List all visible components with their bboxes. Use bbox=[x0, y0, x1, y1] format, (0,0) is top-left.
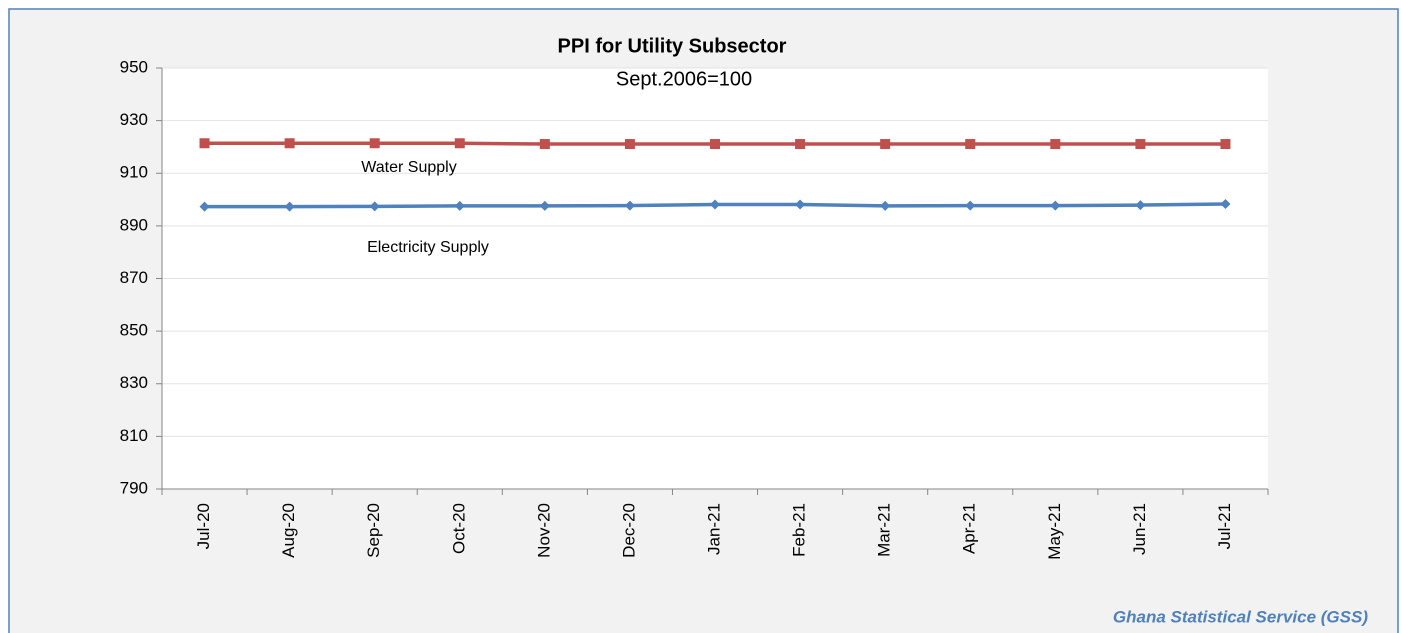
x-tick-label: May-21 bbox=[1045, 503, 1064, 560]
x-tick-label: Jan-21 bbox=[704, 503, 723, 555]
marker bbox=[369, 201, 380, 212]
chart-title: PPI for Utility Subsector bbox=[558, 35, 787, 57]
marker bbox=[1050, 139, 1061, 150]
marker bbox=[965, 200, 976, 211]
x-tick-label: Nov-20 bbox=[534, 503, 553, 558]
marker bbox=[539, 139, 550, 150]
y-tick-label: 850 bbox=[120, 321, 148, 340]
y-tick-label: 910 bbox=[120, 163, 148, 182]
marker bbox=[539, 200, 550, 211]
marker bbox=[199, 138, 210, 149]
y-tick-label: 870 bbox=[120, 268, 148, 287]
marker bbox=[1135, 139, 1146, 150]
marker bbox=[454, 138, 465, 149]
y-tick-label: 950 bbox=[120, 57, 148, 76]
marker bbox=[795, 139, 806, 150]
marker bbox=[965, 139, 976, 150]
y-tick-label: 830 bbox=[120, 373, 148, 392]
marker bbox=[795, 199, 806, 210]
x-tick-label: Jun-21 bbox=[1130, 503, 1149, 555]
marker bbox=[369, 138, 380, 149]
marker bbox=[1220, 199, 1231, 210]
x-tick-label: Aug-20 bbox=[279, 503, 298, 558]
marker bbox=[1135, 200, 1146, 211]
source: Ghana Statistical Service (GSS) bbox=[1113, 607, 1368, 626]
marker bbox=[880, 200, 891, 211]
x-tick-label: Mar-21 bbox=[875, 503, 894, 557]
y-tick-label: 890 bbox=[120, 215, 148, 234]
y-tick-label: 790 bbox=[120, 478, 148, 497]
marker bbox=[1050, 200, 1061, 211]
marker bbox=[454, 200, 465, 211]
marker bbox=[199, 201, 210, 212]
marker bbox=[710, 139, 720, 150]
y-tick-label: 930 bbox=[120, 110, 148, 129]
annotation: Electricity Supply bbox=[367, 239, 489, 256]
marker bbox=[284, 201, 295, 212]
marker bbox=[880, 139, 891, 150]
marker bbox=[1220, 139, 1231, 150]
marker bbox=[624, 139, 635, 150]
marker bbox=[710, 199, 720, 210]
x-tick-label: Feb-21 bbox=[790, 503, 809, 557]
x-tick-label: Oct-20 bbox=[449, 503, 468, 554]
x-tick-label: Jul-21 bbox=[1215, 503, 1234, 549]
x-tick-label: Jul-20 bbox=[194, 503, 213, 549]
annotation: Water Supply bbox=[361, 159, 456, 176]
x-tick-label: Apr-21 bbox=[960, 503, 979, 554]
marker bbox=[624, 200, 635, 211]
y-tick-label: 810 bbox=[120, 426, 148, 445]
chart-subtitle: Sept.2006=100 bbox=[616, 68, 752, 90]
x-tick-label: Dec-20 bbox=[619, 503, 638, 558]
marker bbox=[284, 138, 295, 149]
x-tick-label: Sep-20 bbox=[364, 503, 383, 558]
